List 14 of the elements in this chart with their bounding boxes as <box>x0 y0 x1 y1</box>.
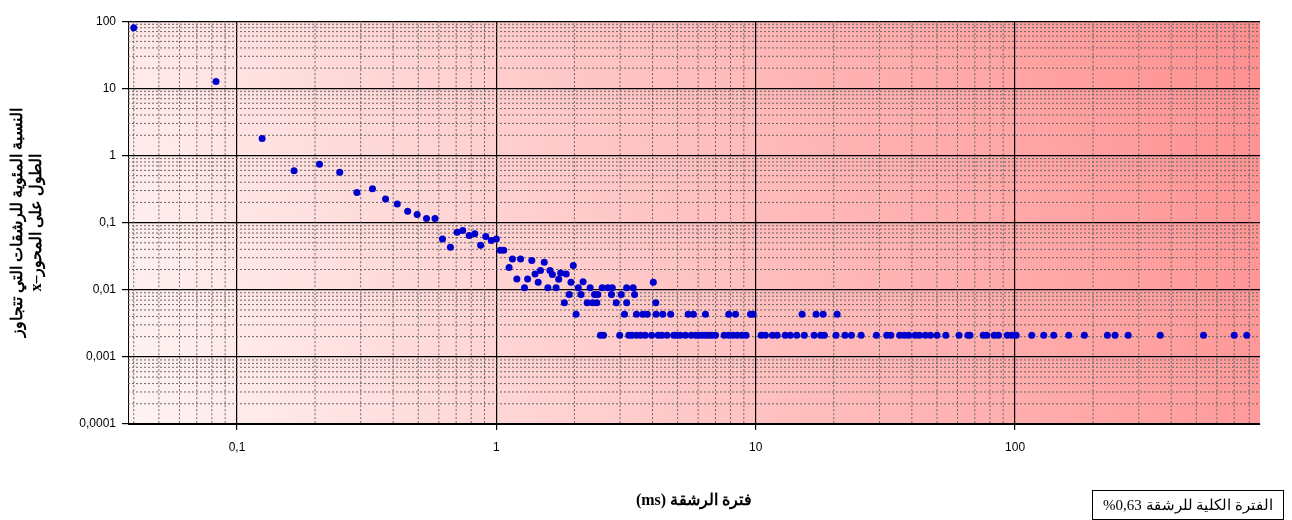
y-tick-label: 10 <box>102 80 117 95</box>
y-tick-label: 0,01 <box>92 282 117 297</box>
y-tick-label: 1 <box>109 147 117 162</box>
text: الفترة الكلية للرشقة 0,63% <box>1092 490 1284 520</box>
y-tick-label: 100 <box>95 13 117 28</box>
x-tick-label: 0,1 <box>228 439 246 454</box>
x-axis-title: فترة الرشقة (ms) <box>635 490 753 510</box>
y-axis-title: النسبة المئوية للرشقات التي تتجاوز الطول على المحور–x <box>7 108 46 339</box>
y-tick-label: 0,001 <box>85 349 117 364</box>
y-tick-label: 0,1 <box>99 214 117 229</box>
x-tick-label: 100 <box>1005 439 1026 454</box>
x-tick-label: 1 <box>492 439 500 454</box>
x-tick-label: 10 <box>749 439 763 454</box>
y-tick-label: 0,0001 <box>79 416 117 431</box>
